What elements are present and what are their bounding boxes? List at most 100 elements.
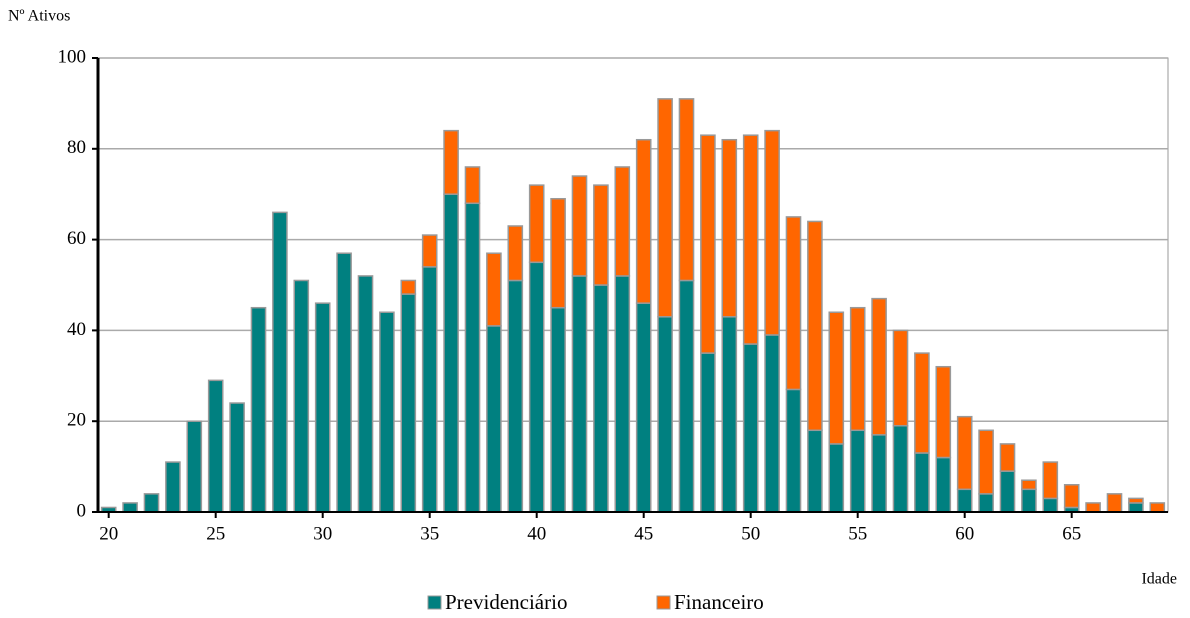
bar-segment bbox=[593, 184, 609, 286]
bar-segment bbox=[678, 279, 695, 513]
bar-segment bbox=[785, 216, 802, 391]
bar-segment bbox=[550, 306, 566, 513]
bar-segment bbox=[978, 429, 994, 495]
bar-segment bbox=[443, 193, 459, 513]
y-tick-label: 40 bbox=[67, 319, 86, 340]
bar-segment bbox=[186, 420, 203, 513]
bar-segment bbox=[379, 311, 395, 513]
y-tick-label: 60 bbox=[67, 228, 86, 249]
bar-segment bbox=[165, 461, 181, 513]
bar-segment bbox=[1128, 502, 1144, 513]
bar-segment bbox=[528, 261, 545, 513]
bar-segment bbox=[721, 316, 738, 513]
bar-segment bbox=[1128, 497, 1144, 504]
bar-segment bbox=[272, 211, 288, 513]
x-tick-label: 30 bbox=[313, 523, 332, 544]
bar-segment bbox=[914, 452, 930, 513]
x-tick-label: 25 bbox=[206, 523, 225, 544]
bar-segment bbox=[571, 175, 588, 277]
bar-segment bbox=[742, 343, 759, 513]
bar-segment bbox=[421, 266, 438, 513]
bar-segment bbox=[635, 138, 652, 304]
bar-segment bbox=[1042, 461, 1059, 500]
bar-segment bbox=[978, 493, 994, 513]
bar-segment bbox=[614, 166, 631, 277]
bar-segment bbox=[721, 138, 738, 318]
bar-segment bbox=[464, 166, 481, 205]
x-tick-label: 50 bbox=[741, 523, 760, 544]
bar-segment bbox=[507, 225, 524, 282]
bar-segment bbox=[657, 98, 673, 318]
bar-segment bbox=[914, 352, 930, 454]
bar-segment bbox=[593, 284, 609, 513]
bar-segment bbox=[614, 275, 631, 513]
x-tick-label: 55 bbox=[848, 523, 867, 544]
bar-segment bbox=[443, 129, 459, 195]
y-tick-label: 80 bbox=[67, 137, 86, 158]
x-tick-label: 20 bbox=[99, 523, 118, 544]
bar-segment bbox=[1021, 479, 1037, 491]
x-tick-label: 45 bbox=[634, 523, 653, 544]
y-axis-label: Nº Ativos bbox=[8, 8, 70, 25]
legend-swatch bbox=[427, 595, 442, 610]
bar-segment bbox=[464, 202, 481, 513]
bar-segment bbox=[571, 275, 588, 513]
bar-segment bbox=[657, 316, 673, 513]
bar-segment bbox=[935, 365, 952, 459]
bar-segment bbox=[849, 429, 866, 513]
bar-segment bbox=[1042, 497, 1059, 513]
bar-segment bbox=[207, 379, 224, 513]
y-tick-label: 0 bbox=[77, 500, 87, 521]
bar-segment bbox=[785, 388, 802, 513]
bar-segment bbox=[250, 306, 267, 513]
bar-segment bbox=[143, 493, 160, 513]
bar-segment bbox=[956, 488, 973, 513]
bar-segment bbox=[999, 443, 1016, 472]
bar-segment bbox=[807, 220, 823, 432]
bar-segment bbox=[1063, 484, 1080, 509]
y-tick-label: 100 bbox=[58, 46, 87, 67]
bar-segment bbox=[828, 443, 845, 513]
bar-segment bbox=[293, 279, 310, 513]
bar-segment bbox=[742, 134, 759, 345]
bar-segment bbox=[635, 302, 652, 513]
bar-segment bbox=[1106, 493, 1123, 513]
y-tick-label: 20 bbox=[67, 410, 86, 431]
bar-segment bbox=[550, 197, 566, 309]
x-axis-label: Idade bbox=[1141, 571, 1177, 588]
bar-segment bbox=[849, 306, 866, 432]
bar-segment bbox=[892, 424, 909, 513]
bar-segment bbox=[892, 329, 909, 427]
legend-swatch bbox=[656, 595, 671, 610]
bar-segment bbox=[999, 470, 1016, 513]
bar-segment bbox=[528, 184, 545, 264]
bar-segment bbox=[871, 434, 887, 513]
legend-label: Previdenciário bbox=[445, 590, 567, 614]
bar-segment bbox=[229, 402, 245, 513]
bar-segment bbox=[807, 429, 823, 513]
bar-segment bbox=[486, 325, 502, 513]
bar-segment bbox=[700, 352, 716, 513]
bar-segment bbox=[336, 252, 352, 513]
bar-segment bbox=[935, 456, 952, 513]
bar-segment bbox=[956, 415, 973, 491]
bar-segment bbox=[486, 252, 502, 327]
bar-segment bbox=[400, 279, 417, 295]
bar-segment bbox=[357, 275, 374, 513]
bar-segment bbox=[507, 279, 524, 513]
legend-label: Financeiro bbox=[674, 590, 764, 614]
bar-segment bbox=[871, 297, 887, 436]
bar-segment bbox=[764, 334, 780, 513]
bar-segment bbox=[1149, 502, 1166, 513]
x-tick-label: 60 bbox=[955, 523, 974, 544]
bar-segment bbox=[400, 293, 417, 513]
bar-segment bbox=[678, 98, 695, 282]
bar-segment bbox=[1021, 488, 1037, 513]
x-tick-label: 65 bbox=[1062, 523, 1081, 544]
x-tick-label: 35 bbox=[420, 523, 439, 544]
bar-segment bbox=[314, 302, 331, 513]
bar-segment bbox=[122, 502, 138, 513]
bar-segment bbox=[700, 134, 716, 354]
bar-segment bbox=[1085, 502, 1101, 513]
